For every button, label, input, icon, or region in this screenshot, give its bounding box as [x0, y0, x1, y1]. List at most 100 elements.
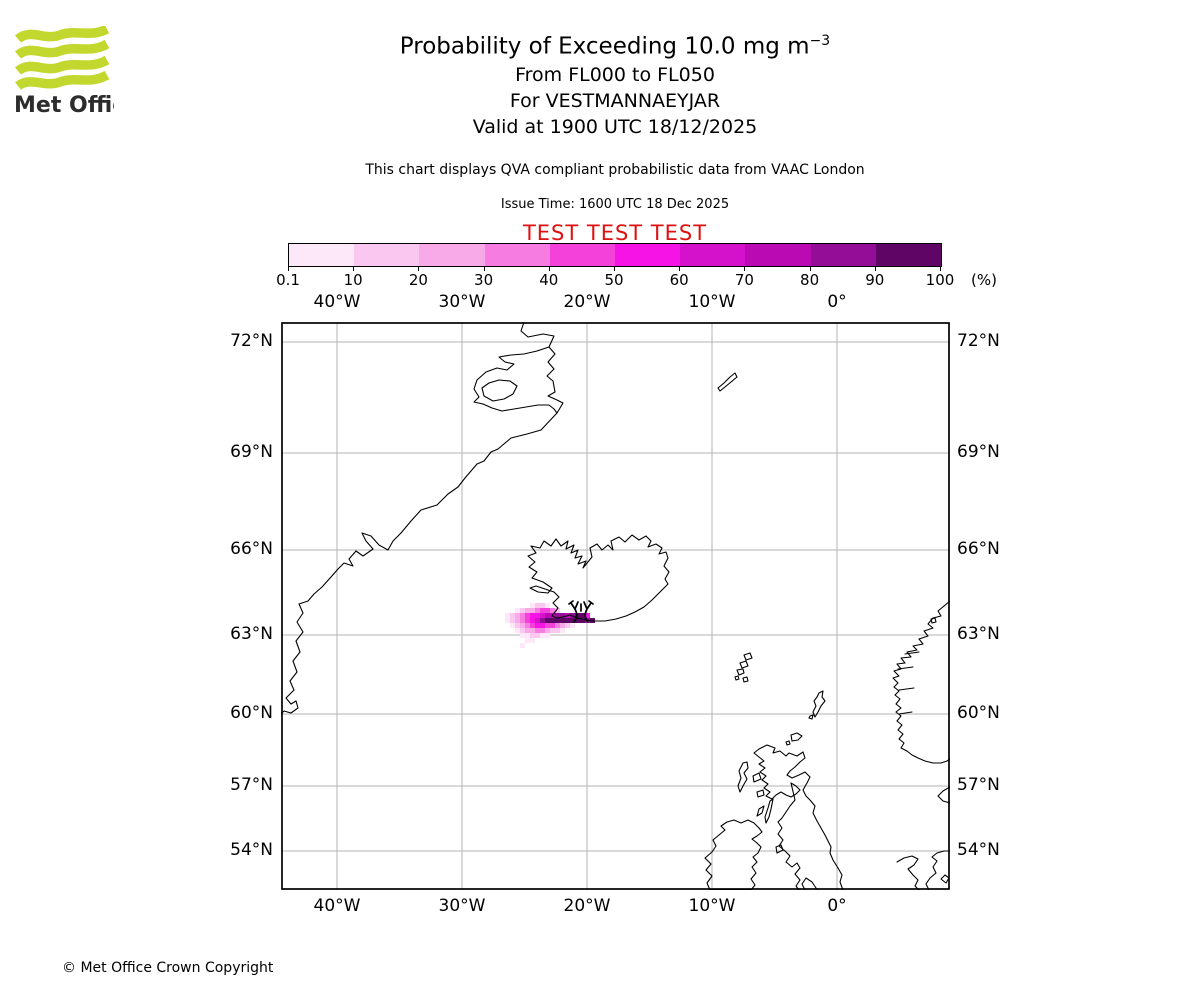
plume-cell: [555, 628, 560, 633]
plume-cell: [520, 628, 525, 633]
latitude-label-right: 63°N: [957, 624, 1000, 644]
colorbar-segment: [810, 244, 876, 266]
chart-title-text: Probability of Exceeding 10.0 mg m: [399, 33, 810, 60]
volcano-marker-stroke: [570, 602, 576, 610]
colorbar-tick-label: 70: [734, 271, 754, 289]
plume-cell: [535, 618, 540, 623]
coastline: [898, 711, 913, 715]
coastline: [785, 740, 791, 746]
colorbar-segment: [484, 244, 550, 266]
colorbar-tick-label: 30: [474, 271, 494, 289]
plume-cell: [530, 633, 535, 638]
plume-cell: [580, 613, 585, 618]
volcano-marker-stroke: [583, 601, 588, 610]
coastline: [897, 666, 914, 670]
colorbar: [288, 243, 942, 267]
longitude-label-bottom: 20°W: [563, 896, 611, 916]
plume-cell: [525, 638, 530, 643]
plume-cell: [560, 623, 565, 628]
plume-cell: [545, 623, 550, 628]
longitude-label-top: 40°W: [313, 292, 361, 312]
plume-cell: [545, 613, 550, 618]
colorbar-tick-label: 40: [539, 271, 559, 289]
coastline: [898, 687, 915, 691]
colorbar-segment: [549, 244, 616, 266]
coastline: [937, 786, 950, 804]
plume-cell: [530, 603, 535, 608]
coastline: [790, 732, 803, 742]
subtitle-valid-time: Valid at 1900 UTC 18/12/2025: [472, 115, 758, 138]
plume-cell: [540, 633, 545, 638]
colorbar-segment: [419, 244, 485, 266]
plume-cell: [550, 608, 555, 613]
plume-cell: [525, 618, 530, 623]
coastline: [940, 874, 950, 884]
plume-cell: [560, 613, 565, 618]
plume-cell: [535, 628, 540, 633]
coastline: [752, 772, 762, 783]
plume-cell: [575, 613, 580, 618]
longitude-label-top: 30°W: [438, 292, 486, 312]
colorbar-segment: [289, 244, 355, 266]
colorbar-tick-label: 0.1: [276, 271, 300, 289]
plume-cell: [545, 628, 550, 633]
coastline: [734, 675, 740, 681]
plume-cell: [545, 618, 550, 623]
plume-cell: [520, 608, 525, 613]
plume-cell: [525, 613, 530, 618]
plume-cell: [535, 613, 540, 618]
longitude-label-bottom: 40°W: [313, 896, 361, 916]
coastline: [756, 805, 765, 817]
colorbar-segment: [680, 244, 746, 266]
plume-cell: [505, 618, 510, 623]
coastline: [775, 844, 784, 854]
colorbar-tick-label: 100: [925, 271, 955, 289]
plume-cell: [525, 623, 530, 628]
coastline: [930, 617, 937, 624]
plume-cell: [530, 608, 535, 613]
plume-cell: [520, 618, 525, 623]
plume-cell: [565, 618, 570, 623]
coastline: [812, 690, 826, 718]
colorbar-unit: (%): [971, 271, 997, 289]
plume-cell: [540, 608, 545, 613]
plume-cell: [530, 623, 535, 628]
latitude-label-right: 72°N: [957, 331, 1000, 351]
coastline: [739, 660, 749, 669]
plume-cell: [505, 613, 510, 618]
coastline: [756, 789, 765, 798]
volcano-marker-stroke: [584, 608, 589, 623]
plume-cell: [545, 608, 550, 613]
coastline: [481, 379, 518, 402]
colorbar-tick-label: 10: [343, 271, 363, 289]
plume-cell: [515, 618, 520, 623]
plume-cell: [520, 613, 525, 618]
plume-cell: [535, 623, 540, 628]
colorbar-segment: [875, 244, 942, 266]
plume-cell: [525, 628, 530, 633]
latitude-label-left: 63°N: [230, 624, 273, 644]
colorbar-tick-label: 20: [408, 271, 428, 289]
coastline: [281, 322, 564, 715]
plume-cell: [520, 633, 525, 638]
colorbar-tick-label: 50: [604, 271, 624, 289]
coastline: [753, 744, 844, 890]
coastline: [808, 714, 814, 720]
plume-cell: [570, 618, 575, 623]
chart-header: Probability of Exceeding 10.0 mg m−3 Fro…: [30, 0, 1200, 245]
coastline: [527, 534, 670, 622]
plume-cell: [585, 613, 590, 618]
plume-cell: [535, 603, 540, 608]
longitude-label-top: 20°W: [563, 292, 611, 312]
plume-cell: [555, 618, 560, 623]
subtitle-flight-levels: From FL000 to FL050: [515, 63, 715, 86]
plume-cell: [555, 623, 560, 628]
coastline: [736, 668, 745, 676]
plume-cell: [515, 628, 520, 633]
latitude-label-right: 57°N: [957, 775, 1000, 795]
plume-cell: [510, 618, 515, 623]
plume-cell: [525, 608, 530, 613]
colorbar-segment: [615, 244, 681, 266]
plume-cell: [530, 638, 535, 643]
volcano-marker-icon: [568, 600, 594, 623]
